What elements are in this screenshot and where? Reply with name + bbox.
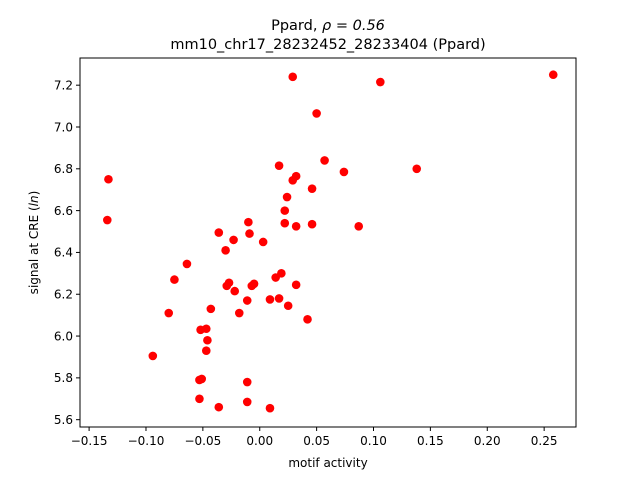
y-axis-ticks: 5.6 5.8 6.0 6.2 6.4 6.6 6.8 7.0 7.2 [54,78,80,427]
data-point-39 [206,304,216,314]
data-point-36 [265,295,275,304]
data-point-28 [271,273,280,282]
data-point-26 [170,275,179,284]
data-point-24 [221,246,230,255]
y-tick-label: 7.0 [54,120,73,134]
data-point-41 [234,308,244,318]
data-point-11 [307,184,317,193]
data-point-7 [339,167,349,177]
data-point-8 [412,164,422,174]
data-point-18 [354,222,364,231]
data-point-2 [548,70,558,80]
data-point-10 [288,176,298,185]
data-point-32 [222,281,232,291]
y-tick-label: 6.8 [54,162,73,176]
data-point-19 [214,228,224,237]
data-point-47 [148,351,158,361]
data-points [103,70,558,413]
x-tick-label: 0.10 [360,434,387,448]
data-point-3 [312,109,321,118]
data-point-33 [230,286,240,296]
x-tick-label: 0.25 [531,434,558,448]
data-point-46 [201,346,211,355]
data-point-16 [291,222,301,231]
data-point-14 [103,215,112,225]
data-point-31 [247,281,257,291]
data-point-12 [282,192,292,202]
y-axis-label: signal at CRE (ln) [27,191,41,295]
y-tick-label: 5.6 [54,413,73,427]
data-point-13 [280,206,290,215]
plot-frame [79,57,577,428]
chart-subtitle: mm10_chr17_28232452_28233404 (Ppard) [170,37,485,53]
y-tick-label: 6.0 [54,329,73,343]
data-point-37 [274,294,284,303]
data-point-4 [104,174,113,184]
data-point-35 [242,296,252,305]
x-tick-label: 0.05 [303,434,330,448]
x-tick-label: −0.10 [128,434,165,448]
y-tick-label: 6.4 [54,246,73,260]
data-point-6 [320,156,329,165]
x-tick-label: 0.20 [474,434,501,448]
data-point-40 [164,308,174,318]
chart-title: Ppard, ρ = 0.56 [271,18,385,34]
data-point-50 [242,377,252,387]
x-axis-label: motif activity [288,456,367,470]
y-tick-label: 5.8 [54,371,73,385]
data-point-51 [195,394,204,404]
data-point-45 [203,335,212,345]
data-point-52 [242,397,252,407]
x-tick-label: 0.15 [417,434,444,448]
data-point-42 [303,315,312,324]
data-point-0 [288,72,298,82]
x-tick-label: −0.15 [71,434,108,448]
data-point-5 [274,161,284,170]
data-point-15 [280,218,290,228]
x-tick-label: −0.05 [184,434,221,448]
data-point-21 [245,229,254,238]
data-point-25 [182,259,192,269]
data-point-49 [197,374,207,384]
data-point-1 [376,77,385,87]
y-tick-label: 6.2 [54,288,73,302]
data-point-20 [244,217,253,227]
y-tick-label: 6.6 [54,204,73,218]
data-point-53 [214,402,224,412]
data-point-17 [307,219,317,229]
data-point-38 [283,301,293,311]
x-axis-ticks: −0.15 −0.10 −0.05 0.00 0.05 0.10 0.15 0.20 0.25 [71,427,558,448]
data-point-54 [265,403,275,413]
y-tick-label: 7.2 [54,78,73,92]
data-point-23 [258,237,268,247]
x-tick-label: 0.00 [246,434,273,448]
data-point-22 [229,235,238,245]
data-point-44 [201,324,211,334]
data-point-34 [291,280,301,290]
